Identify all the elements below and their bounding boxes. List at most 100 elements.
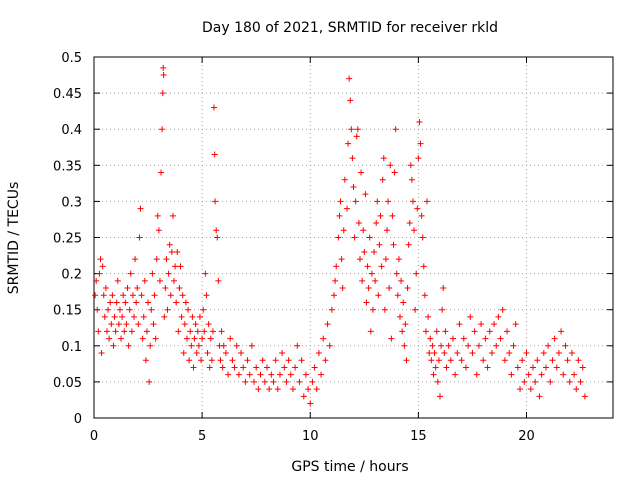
data-point [246, 371, 253, 378]
data-point [499, 306, 506, 313]
x-tick-label: 10 [302, 429, 319, 444]
data-point [435, 357, 442, 364]
data-point [208, 357, 215, 364]
data-point [164, 306, 171, 313]
data-point [493, 342, 500, 349]
data-point [158, 169, 165, 176]
data-point [562, 342, 569, 349]
y-tick-label: 0.3 [61, 195, 82, 210]
data-point [94, 306, 101, 313]
data-point [238, 350, 245, 357]
data-point [367, 328, 374, 335]
data-point [264, 364, 270, 371]
data-point [95, 328, 102, 335]
data-point [167, 292, 174, 299]
data-point [151, 292, 158, 299]
data-point [349, 155, 356, 162]
data-point [433, 328, 440, 335]
data-point [371, 248, 378, 255]
data-point [220, 342, 227, 349]
data-point [555, 350, 562, 357]
data-point [347, 97, 354, 104]
data-point [188, 342, 195, 349]
data-point [368, 270, 375, 277]
data-point [512, 321, 519, 328]
data-point [388, 335, 395, 342]
data-point [187, 328, 194, 335]
data-point [214, 234, 221, 241]
data-point [415, 155, 422, 162]
data-point [225, 371, 232, 378]
data-point [445, 342, 452, 349]
data-point [365, 285, 372, 292]
data-point [432, 364, 439, 371]
data-point [354, 126, 361, 133]
data-point [181, 321, 188, 328]
data-point [212, 198, 219, 205]
data-point [382, 256, 389, 263]
data-point [534, 357, 541, 364]
data-point [109, 292, 116, 299]
data-point [538, 371, 545, 378]
data-point [581, 393, 588, 400]
x-tick-label: 0 [90, 429, 98, 444]
data-point [122, 299, 129, 306]
y-tick-label: 0.2 [61, 268, 82, 283]
data-point [121, 328, 128, 335]
data-point [501, 357, 508, 364]
data-point [161, 313, 168, 320]
data-point [378, 263, 385, 270]
data-point [443, 364, 450, 371]
data-point [139, 335, 146, 342]
data-point [484, 364, 491, 371]
data-point [441, 350, 448, 357]
data-point [289, 386, 296, 393]
data-point [577, 378, 584, 385]
data-point [244, 357, 251, 364]
data-point [142, 357, 149, 364]
data-point [98, 350, 105, 357]
data-point [442, 328, 449, 335]
data-point [532, 378, 539, 385]
data-point [148, 306, 155, 313]
data-point [430, 371, 437, 378]
data-point [235, 371, 242, 378]
data-point [428, 357, 435, 364]
data-point [431, 350, 438, 357]
data-point [418, 212, 425, 219]
data-point [165, 270, 172, 277]
axis-ticks: 0 0.05 0.1 0.15 0.2 0.25 0.3 0.35 0.4 0.45 0.5 0 5 10… [53, 51, 613, 444]
data-point [377, 212, 384, 219]
data-point [195, 342, 202, 349]
data-point [111, 313, 118, 320]
data-point [471, 328, 478, 335]
data-point [318, 371, 325, 378]
data-point [438, 342, 445, 349]
data-point [118, 335, 125, 342]
data-point [558, 328, 565, 335]
data-point [369, 306, 376, 313]
data-point [346, 75, 353, 82]
data-point [176, 285, 183, 292]
data-point [510, 342, 517, 349]
data-point [213, 227, 220, 234]
data-point [506, 350, 513, 357]
data-point [272, 357, 279, 364]
data-point [315, 350, 322, 357]
data-point [547, 378, 554, 385]
data-point [328, 306, 335, 313]
data-point [380, 155, 387, 162]
data-point [211, 104, 218, 111]
data-point [169, 212, 176, 219]
data-point [412, 306, 419, 313]
data-point [140, 313, 147, 320]
y-tick-label: 0.4 [61, 123, 82, 138]
data-point [305, 386, 312, 393]
data-point [204, 350, 211, 357]
data-point [116, 306, 123, 313]
data-point [406, 220, 413, 227]
data-point [133, 299, 140, 306]
data-point [571, 371, 578, 378]
data-point [551, 335, 558, 342]
